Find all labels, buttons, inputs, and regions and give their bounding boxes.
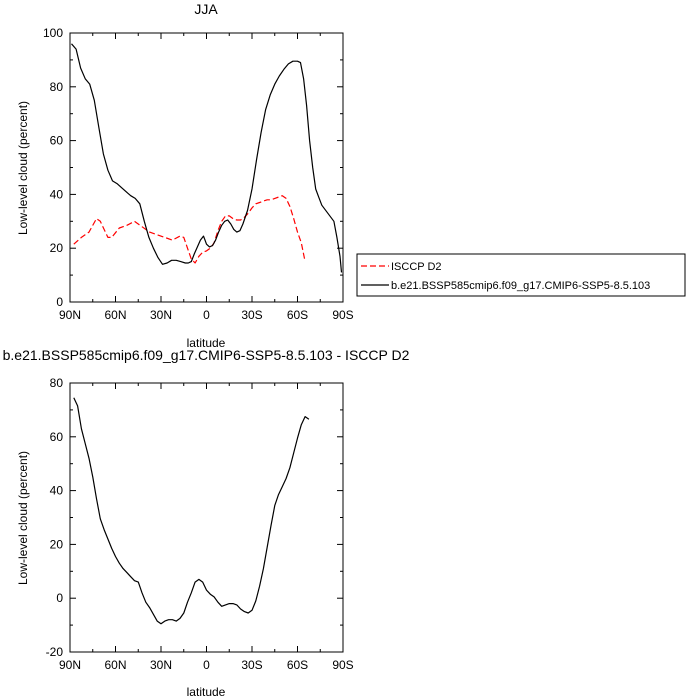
x-tick-label: 90N: [59, 658, 81, 672]
legend-label-isccp: ISCCP D2: [391, 261, 442, 273]
x-tick-label: 60N: [104, 658, 126, 672]
plot-frame: [69, 382, 344, 653]
legend: ISCCP D2 b.e21.BSSP585cmip6.f09_g17.CMIP…: [356, 253, 686, 297]
series-line-isccp-d2: [73, 195, 306, 264]
y-tick-labels: 0 20 40 60 80 100: [43, 26, 63, 309]
y-tick-label: 20: [50, 241, 64, 255]
panel-bottom: b.e21.BSSP585cmip6.f09_g17.CMIP6-SSP5-8.…: [3, 347, 410, 699]
y-tick-label: 80: [50, 80, 64, 94]
y-tick-label: 60: [50, 134, 64, 148]
x-tick-label: 90S: [332, 308, 353, 322]
chart-title: b.e21.BSSP585cmip6.f09_g17.CMIP6-SSP5-8.…: [3, 347, 410, 363]
x-tick-label: 60N: [104, 308, 126, 322]
y-tick-label: 40: [50, 484, 64, 498]
y-axis-label: Low-level cloud (percent): [16, 451, 30, 585]
x-tick-label: 60S: [287, 658, 308, 672]
series-lines: [73, 397, 310, 625]
x-axis-label: latitude: [187, 685, 226, 699]
y-tick-label: 60: [50, 430, 64, 444]
x-tick-label: 60S: [287, 308, 308, 322]
x-tick-label: 0: [203, 308, 210, 322]
y-tick-label: -20: [46, 645, 64, 659]
series-line-b-e21-bssp585cmip6-f09-g17-cmip6-ssp5-8-5-103: [71, 43, 343, 273]
y-tick-label: 80: [50, 376, 64, 390]
y-tick-label: 0: [56, 295, 63, 309]
legend-label-model: b.e21.BSSP585cmip6.f09_g17.CMIP6-SSP5-8.…: [391, 280, 650, 292]
x-tick-labels: 90N 60N 30N 0 30S 60S 90S: [59, 308, 354, 322]
x-tick-label: 90S: [332, 658, 353, 672]
y-tick-label: 0: [56, 591, 63, 605]
tick-marks: [69, 382, 344, 653]
y-tick-label: 100: [43, 26, 63, 40]
y-tick-label: 40: [50, 187, 64, 201]
x-tick-label: 90N: [59, 308, 81, 322]
plot-frame: [69, 32, 344, 303]
y-axis-label: Low-level cloud (percent): [16, 101, 30, 235]
chart-title: JJA: [194, 1, 218, 17]
x-tick-label: 30S: [241, 658, 262, 672]
series-line-difference: [73, 397, 310, 625]
x-tick-label: 0: [203, 658, 210, 672]
y-tick-label: 20: [50, 537, 64, 551]
x-tick-label: 30N: [150, 308, 172, 322]
panel-top: JJA 0 20 40 60 80 100 90N 60N 30N 0 30S 60S 90S lat…: [16, 1, 686, 350]
x-axis-label: latitude: [187, 336, 226, 350]
series-lines: [71, 43, 343, 273]
x-tick-label: 30S: [241, 308, 262, 322]
x-tick-label: 30N: [150, 658, 172, 672]
y-tick-labels: -20 0 20 40 60 80: [46, 376, 64, 659]
legend-box: [356, 253, 686, 297]
x-tick-labels: 90N 60N 30N 0 30S 60S 90S: [59, 658, 354, 672]
